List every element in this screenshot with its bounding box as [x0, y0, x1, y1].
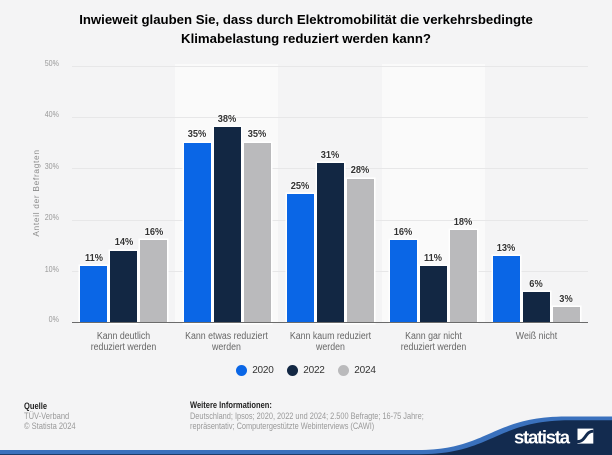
- svg-text:statista: statista: [514, 427, 571, 448]
